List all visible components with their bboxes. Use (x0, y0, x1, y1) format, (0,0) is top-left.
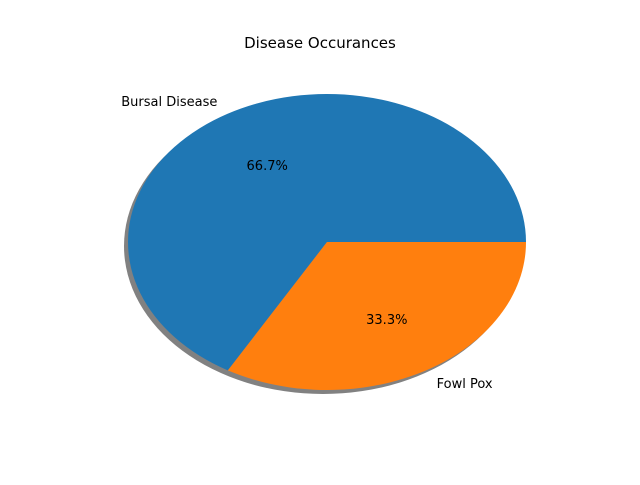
pie-slice-1 (128, 94, 527, 371)
chart-title: Disease Occurances (244, 34, 396, 52)
pie-pct-label-1: 66.7% (247, 159, 288, 174)
pie-slice-2 (227, 242, 527, 391)
pie-pct-label-2: 33.3% (366, 313, 407, 328)
pie-category-label-2: Fowl Pox (437, 377, 493, 392)
pie-category-label-1: Bursal Disease (121, 95, 217, 110)
